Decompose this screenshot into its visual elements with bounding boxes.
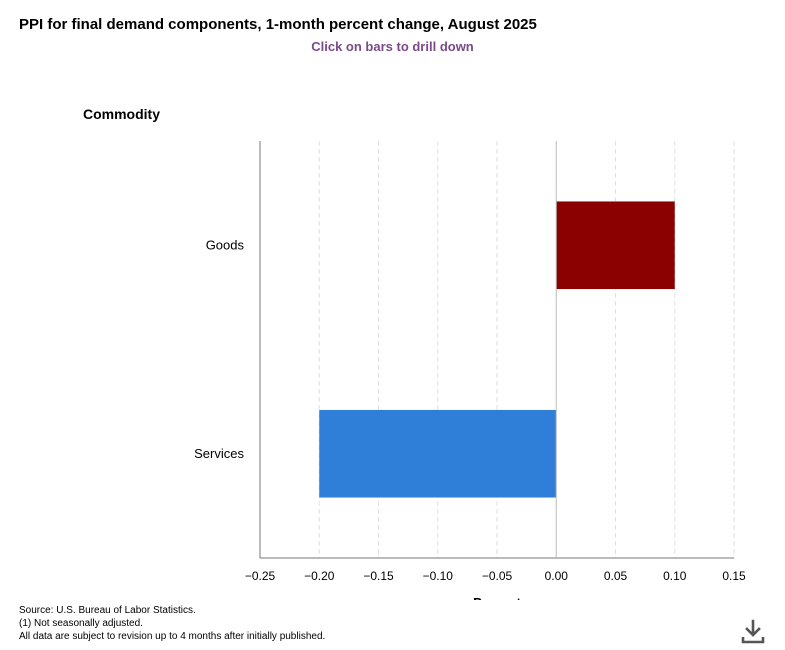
category-label: Services <box>194 446 244 461</box>
bar-chart: −0.25 −0.20 −0.15 −0.10 −0.05 0.00 0.05 0.10 0.1… <box>83 106 746 600</box>
download-icon[interactable] <box>740 619 766 645</box>
category-label: Goods <box>206 237 245 252</box>
x-tick-label: 0.00 <box>545 569 569 583</box>
footnote-seasonal: (1) Not seasonally adjusted. <box>19 618 143 629</box>
footnotes: Source: U.S. Bureau of Labor Statistics.… <box>19 604 325 643</box>
x-tick-label: 0.05 <box>604 569 628 583</box>
x-tick-label: −0.05 <box>482 569 513 583</box>
y-axis-title: Commodity <box>83 106 160 122</box>
x-tick-label: 0.15 <box>722 569 746 583</box>
drill-down-hint[interactable]: Click on bars to drill down <box>311 39 474 54</box>
bar-goods[interactable] <box>556 201 675 290</box>
x-tick-label: 0.10 <box>663 569 687 583</box>
footnote-source: Source: U.S. Bureau of Labor Statistics. <box>19 605 196 616</box>
x-tick-label: −0.15 <box>363 569 394 583</box>
x-axis-title: Percent <box>473 595 521 600</box>
footnote-revision: All data are subject to revision up to 4… <box>19 631 326 642</box>
x-tick-label: −0.10 <box>423 569 454 583</box>
chart-title: PPI for final demand components, 1-month… <box>19 16 537 33</box>
x-tick-label: −0.25 <box>245 569 276 583</box>
x-tick-label: −0.20 <box>304 569 335 583</box>
bar-services[interactable] <box>319 409 557 498</box>
